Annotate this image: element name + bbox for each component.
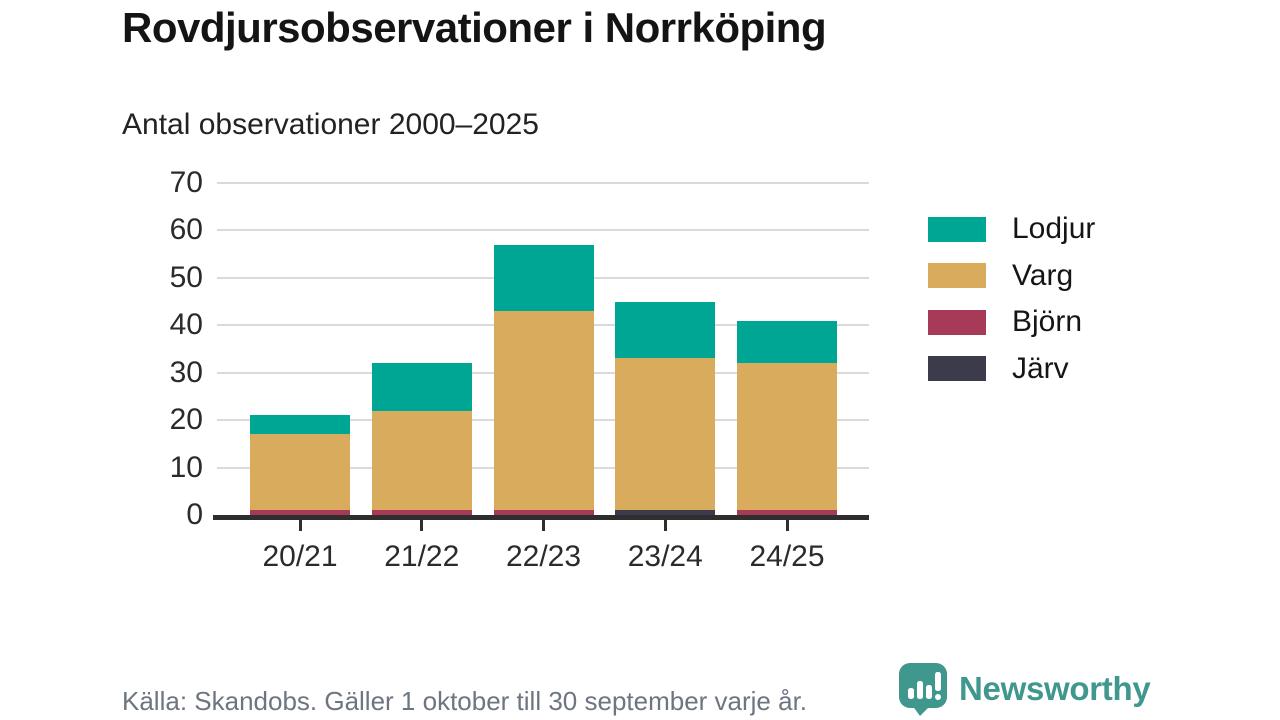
brand: Newsworthy — [897, 662, 1151, 716]
x-axis-tick — [298, 520, 302, 531]
x-axis-tick — [542, 520, 545, 531]
y-axis-tick-label: 60 — [169, 213, 203, 247]
x-axis-tick — [663, 520, 667, 531]
bar-segment-varg — [615, 358, 716, 511]
gridline — [217, 182, 869, 184]
bar-segment-lodjur — [371, 363, 472, 411]
legend-swatch — [928, 263, 986, 288]
y-axis-tick-label: 40 — [169, 308, 203, 342]
y-axis-tick-label: 0 — [186, 498, 203, 531]
legend-label: Lodjur — [1012, 212, 1096, 245]
x-axis-line — [213, 515, 869, 520]
x-axis-label: 23/24 — [627, 540, 703, 573]
legend-label: Varg — [1012, 258, 1074, 292]
x-axis-tick — [420, 520, 424, 531]
legend-item-varg: Varg — [928, 259, 1073, 293]
bar-segment-björn — [493, 510, 594, 515]
brand-name: Newsworthy — [959, 670, 1151, 707]
y-axis-tick-label: 70 — [169, 166, 203, 199]
chart-subtitle: Antal observationer 2000–2025 — [122, 108, 539, 141]
legend-item-lodjur: Lodjur — [928, 212, 1095, 246]
legend-swatch — [928, 309, 986, 335]
x-axis-label: 24/25 — [749, 540, 825, 573]
x-axis-label: 20/21 — [262, 540, 338, 573]
gridline — [217, 229, 869, 232]
x-axis-label: 22/23 — [505, 540, 582, 573]
bar-segment-björn — [250, 510, 350, 515]
y-axis-tick-label: 30 — [169, 355, 203, 389]
source-note: Källa: Skandobs. Gäller 1 oktober till 3… — [122, 686, 808, 716]
bar-segment-lodjur — [250, 415, 350, 435]
legend-label: Järv — [1012, 351, 1069, 385]
bar-segment-varg — [371, 410, 472, 511]
legend-label: Björn — [1012, 305, 1083, 338]
legend-swatch — [928, 356, 986, 381]
x-axis-label: 21/22 — [384, 540, 460, 573]
legend-item-björn: Björn — [928, 305, 1082, 339]
bar-segment-björn — [737, 510, 837, 515]
y-axis-tick-label: 10 — [169, 450, 203, 484]
bar-segment-järv — [615, 510, 716, 515]
bar-segment-varg — [737, 363, 837, 511]
bar-segment-lodjur — [615, 301, 716, 359]
bar-segment-lodjur — [493, 244, 594, 312]
newsworthy-chart-bubble-icon — [899, 663, 947, 716]
page-title: Rovdjursobservationer i Norrköping — [122, 4, 827, 51]
bar-segment-varg — [493, 311, 594, 511]
x-axis-tick — [785, 520, 789, 531]
bar-segment-lodjur — [737, 320, 837, 364]
bar-segment-varg — [250, 434, 350, 511]
legend-swatch — [928, 216, 986, 242]
legend-item-järv: Järv — [928, 352, 1069, 386]
bar-segment-björn — [371, 510, 472, 515]
y-axis-tick-label: 20 — [169, 403, 203, 437]
y-axis-tick-label: 50 — [169, 260, 203, 294]
